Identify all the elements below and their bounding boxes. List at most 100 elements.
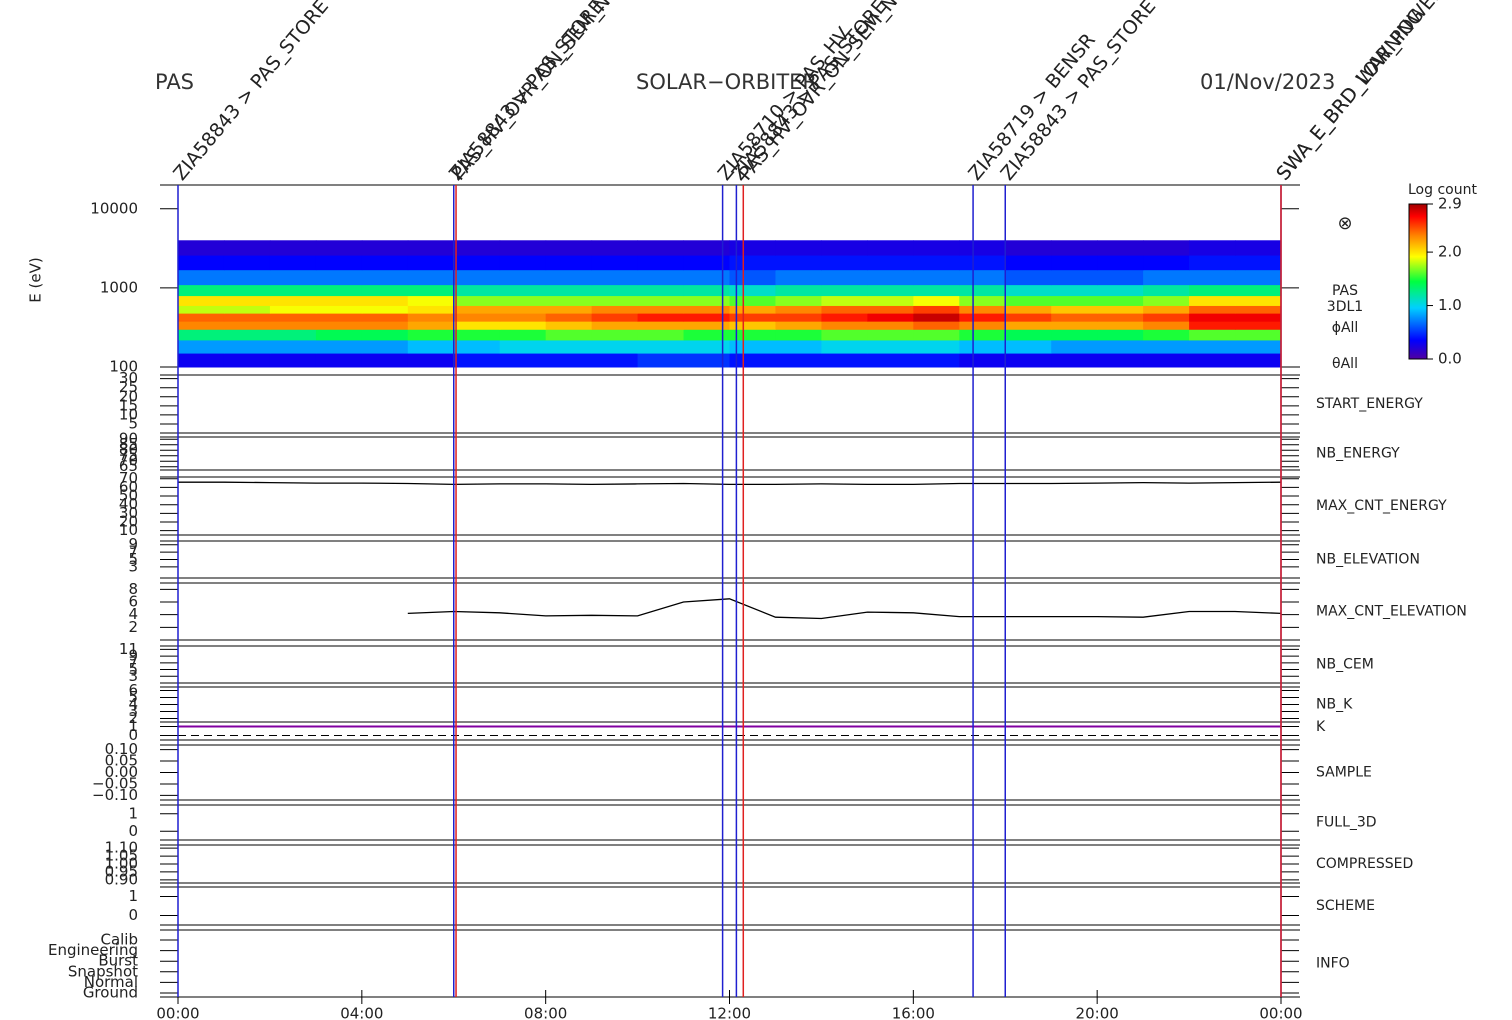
heat-cell xyxy=(315,313,363,322)
heat-cell xyxy=(361,339,409,354)
heat-cell xyxy=(453,321,501,330)
heat-cell xyxy=(178,269,225,286)
heat-cell xyxy=(407,313,455,322)
y-tick-label: 65 xyxy=(119,457,138,475)
heat-cell xyxy=(361,313,409,322)
heat-cell xyxy=(178,353,225,368)
y-tick-label: 4 xyxy=(128,605,138,623)
heat-cell xyxy=(867,240,914,256)
heat-cell xyxy=(729,269,776,286)
heat-cell xyxy=(1097,321,1144,330)
heat-cell xyxy=(729,353,776,368)
heat-cell xyxy=(499,305,547,314)
heat-cell xyxy=(499,295,547,306)
heat-cell xyxy=(591,240,639,256)
heat-cell xyxy=(775,305,822,314)
y-tick-label: Snapshot xyxy=(68,962,138,980)
heat-cell xyxy=(637,240,685,256)
instrument: PAS xyxy=(155,70,194,94)
heat-cell xyxy=(867,284,914,297)
heat-cell xyxy=(453,329,501,341)
heat-cell xyxy=(178,321,225,330)
heat-cell xyxy=(637,269,685,286)
heat-cell xyxy=(683,305,730,314)
heat-cell xyxy=(1235,339,1282,354)
heat-cell xyxy=(407,305,455,314)
heat-cell xyxy=(1143,339,1190,354)
heat-cell xyxy=(913,305,960,314)
panel-label: FULL_3D xyxy=(1316,815,1377,831)
heat-cell xyxy=(1051,313,1098,322)
y-tick-label: 0.00 xyxy=(105,763,138,781)
x-tick-label: 20:00 xyxy=(1076,1005,1119,1020)
heat-cell xyxy=(821,269,868,286)
heat-cell xyxy=(821,305,868,314)
heat-cell xyxy=(729,321,776,330)
heat-cell xyxy=(1005,255,1052,271)
heat-cell xyxy=(1005,269,1052,286)
heat-cell xyxy=(591,339,639,354)
heat-cell xyxy=(1005,329,1052,341)
heat-cell xyxy=(1051,329,1098,341)
x-tick-label: 00:00 xyxy=(1259,1005,1302,1020)
heat-cell xyxy=(361,240,409,256)
heat-cell xyxy=(1143,321,1190,330)
heat-cell xyxy=(1235,284,1282,297)
heat-cell xyxy=(223,353,271,368)
heat-cell xyxy=(913,321,960,330)
x-tick-label: 00:00 xyxy=(156,1005,199,1020)
heat-cell xyxy=(683,284,730,297)
heat-cell xyxy=(453,255,501,271)
heat-cell xyxy=(315,269,363,286)
heat-cell xyxy=(1143,313,1190,322)
heat-cell xyxy=(499,339,547,354)
y-tick-label: −0.05 xyxy=(92,774,138,792)
heat-cell xyxy=(591,321,639,330)
heat-cell xyxy=(1005,240,1052,256)
heat-cell xyxy=(1189,313,1236,322)
heat-cell xyxy=(683,255,730,271)
heat-cell xyxy=(1005,284,1052,297)
heat-cell xyxy=(407,240,455,256)
heat-cell xyxy=(315,255,363,271)
y-tick-label: 25 xyxy=(119,378,138,396)
heat-cell xyxy=(1143,353,1190,368)
heat-cell xyxy=(821,295,868,306)
y-tick-label: −0.10 xyxy=(92,786,138,804)
heat-cell xyxy=(591,255,639,271)
heat-cell xyxy=(223,284,271,297)
heat-cell xyxy=(821,329,868,341)
heat-cell xyxy=(178,339,225,354)
heat-cell xyxy=(223,255,271,271)
heat-cell xyxy=(775,295,822,306)
heat-cell xyxy=(821,284,868,297)
y-tick-label: 0.05 xyxy=(105,752,138,770)
heat-cell xyxy=(683,269,730,286)
heat-cell xyxy=(269,313,317,322)
y-tick-label: 5 xyxy=(128,688,138,706)
heat-cell xyxy=(453,339,501,354)
heat-cell xyxy=(1189,284,1236,297)
heat-cell xyxy=(499,321,547,330)
heat-cell xyxy=(361,295,409,306)
y-tick-label: 0.10 xyxy=(105,740,138,758)
heat-cell xyxy=(913,353,960,368)
panel-label: MAX_CNT_ELEVATION xyxy=(1316,604,1467,620)
y-tick-label: 70 xyxy=(119,452,138,470)
heat-cell xyxy=(407,339,455,354)
heat-cell xyxy=(453,269,501,286)
heat-cell xyxy=(729,313,776,322)
date: 01/Nov/2023 xyxy=(1200,70,1335,94)
heat-cell xyxy=(959,305,1006,314)
y-axis-label: E (eV) xyxy=(27,257,45,302)
heat-cell xyxy=(959,339,1006,354)
y-tick-label: 5 xyxy=(128,414,138,432)
heat-cell xyxy=(959,313,1006,322)
heat-cell xyxy=(637,313,685,322)
y-tick-label: 75 xyxy=(119,446,138,464)
heat-cell xyxy=(1005,321,1052,330)
event-label: ZIA58843 > PAS_STORE xyxy=(996,0,1160,185)
y-tick-label: 9 xyxy=(128,647,138,665)
heat-cell xyxy=(499,240,547,256)
